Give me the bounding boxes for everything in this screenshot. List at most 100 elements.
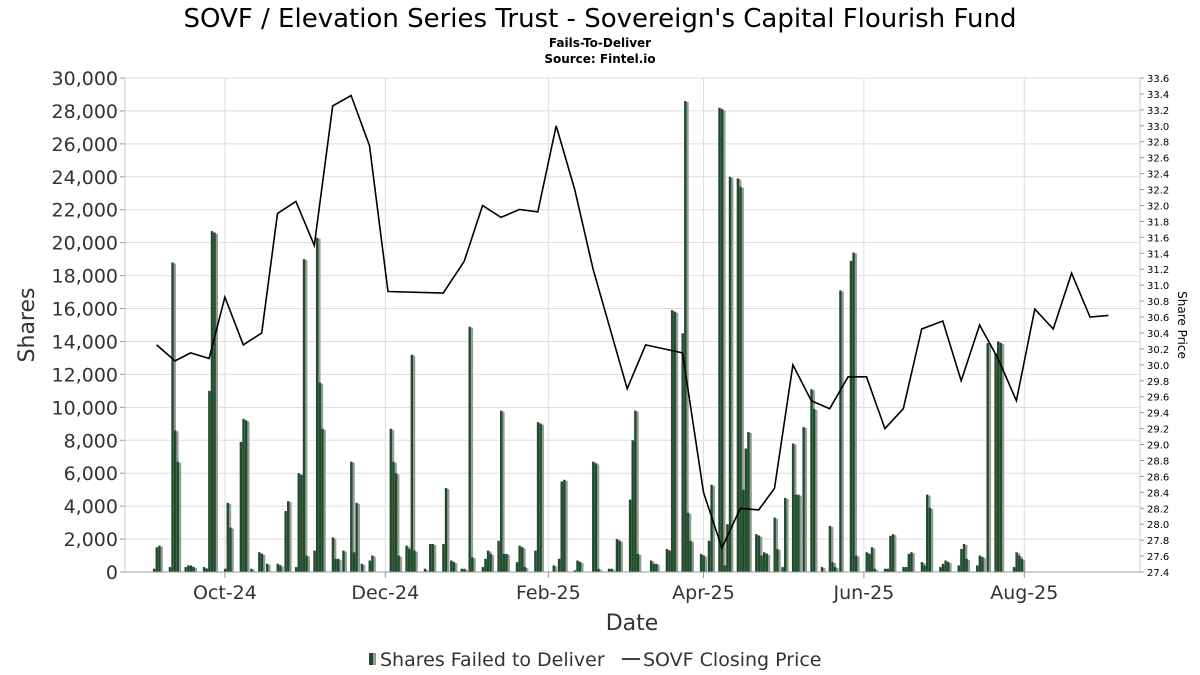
fails-bar-shadow — [830, 526, 834, 572]
fails-bar — [210, 231, 214, 572]
fails-bar — [883, 568, 887, 572]
y-tick-label: 30,000 — [52, 68, 118, 90]
legend: Shares Failed to Deliver SOVF Closing Pr… — [369, 649, 822, 671]
y2-tick-label: 30.4 — [1147, 329, 1169, 340]
fails-bar — [636, 553, 640, 572]
fails-bar-shadow — [541, 424, 545, 572]
fails-bar — [791, 443, 795, 572]
fails-bar — [997, 341, 1000, 572]
fails-bar — [907, 553, 911, 572]
y-tick-label: 4,000 — [64, 496, 118, 518]
fails-bar — [360, 563, 364, 572]
x-axis-ticks: Oct-24 Dec-24 Feb-25 Apr-25 Jun-25 Aug-25 — [193, 572, 1058, 604]
fails-bar-shadow — [894, 535, 897, 572]
fails-bar — [923, 565, 926, 572]
chart-subtitle-source: Source: Fintel.io — [544, 52, 655, 66]
fails-bar — [481, 567, 485, 572]
fails-bar — [431, 544, 435, 572]
fails-bar — [802, 427, 805, 572]
fails-bar-shadow — [215, 233, 219, 572]
fails-bar — [728, 176, 732, 573]
y2-tick-label: 33.4 — [1147, 90, 1169, 101]
fails-bar-shadow — [712, 485, 715, 572]
fails-bar — [920, 562, 924, 572]
fails-bar — [176, 461, 179, 572]
fails-bar-shadow — [983, 558, 986, 572]
fails-bar — [321, 428, 324, 572]
fails-bar-shadow — [730, 177, 734, 573]
fails-bar — [250, 568, 253, 572]
fails-bar — [760, 555, 763, 572]
y2-tick-label: 28.4 — [1147, 488, 1169, 499]
fails-bar-shadow — [247, 421, 250, 572]
fails-bar — [342, 550, 345, 572]
fails-bar — [852, 252, 855, 572]
fails-bar — [158, 545, 161, 572]
fails-bar — [707, 540, 711, 572]
fails-bar — [1012, 567, 1016, 572]
fails-bar-shadow — [281, 566, 284, 572]
fails-bar — [957, 565, 960, 572]
fails-bar — [515, 562, 519, 572]
x-axis-label: Date — [606, 611, 659, 636]
fails-bar — [986, 343, 989, 572]
y2-tick-label: 32.6 — [1147, 154, 1169, 165]
fails-bar — [518, 545, 521, 572]
fails-bar — [471, 557, 474, 572]
fails-bar — [904, 567, 908, 572]
x-tick-label: Aug-25 — [990, 582, 1058, 604]
fails-bar-shadow — [691, 541, 694, 572]
y2-tick-label: 32.0 — [1147, 201, 1169, 212]
y-tick-label: 14,000 — [52, 331, 118, 353]
fails-bar-shadow — [815, 409, 818, 572]
y2-tick-label: 32.4 — [1147, 170, 1169, 181]
fails-bar-shadow — [599, 569, 602, 572]
fails-bar — [405, 545, 408, 572]
y-tick-label: 28,000 — [52, 101, 118, 123]
fails-bar — [1015, 552, 1018, 572]
y2-tick-label: 33.2 — [1147, 106, 1169, 117]
fails-bar — [208, 390, 211, 572]
fails-bar — [489, 553, 492, 572]
fails-bar — [452, 562, 456, 572]
fails-bar — [539, 423, 542, 572]
fails-bar — [762, 552, 766, 572]
fails-bar-shadow — [686, 102, 689, 572]
fails-bar — [689, 540, 692, 572]
fails-bar — [297, 473, 300, 572]
y2-tick-label: 29.2 — [1147, 425, 1169, 436]
fails-bar-shadow — [786, 498, 789, 572]
fails-bar — [223, 568, 227, 572]
fails-bar-shadow — [949, 563, 952, 572]
fails-bar-shadow — [749, 433, 752, 572]
fails-bar-shadow — [767, 554, 771, 572]
fails-bar-shadow — [723, 110, 726, 572]
x-tick-label: Jun-25 — [833, 582, 895, 604]
fails-bar — [855, 555, 858, 572]
fails-bar-shadow — [397, 474, 400, 572]
fails-bar-shadow — [433, 545, 437, 572]
fails-bar — [868, 553, 871, 572]
fails-bar — [260, 553, 264, 572]
fails-bar — [755, 534, 758, 572]
fails-bar — [652, 563, 655, 572]
fails-bar — [723, 565, 726, 572]
fails-bar — [213, 232, 216, 572]
fails-bar — [960, 548, 963, 572]
fails-bar — [610, 568, 613, 572]
fails-bar-shadow — [473, 558, 476, 572]
fails-bar — [939, 567, 942, 572]
fails-bar — [505, 553, 508, 572]
y2-tick-label: 27.8 — [1147, 536, 1169, 547]
fails-bar — [941, 563, 945, 572]
fails-bar — [736, 178, 740, 573]
fails-bar-shadow — [333, 538, 337, 572]
fails-bar — [573, 570, 577, 572]
legend-label-fails: Shares Failed to Deliver — [380, 649, 605, 671]
x-tick-label: Apr-25 — [672, 582, 735, 604]
fails-bar — [239, 441, 243, 572]
fails-bar-shadow — [657, 564, 660, 572]
fails-bar-shadow — [399, 556, 403, 572]
legend-label-price: SOVF Closing Price — [643, 649, 822, 671]
fails-bar-shadow — [636, 411, 639, 572]
